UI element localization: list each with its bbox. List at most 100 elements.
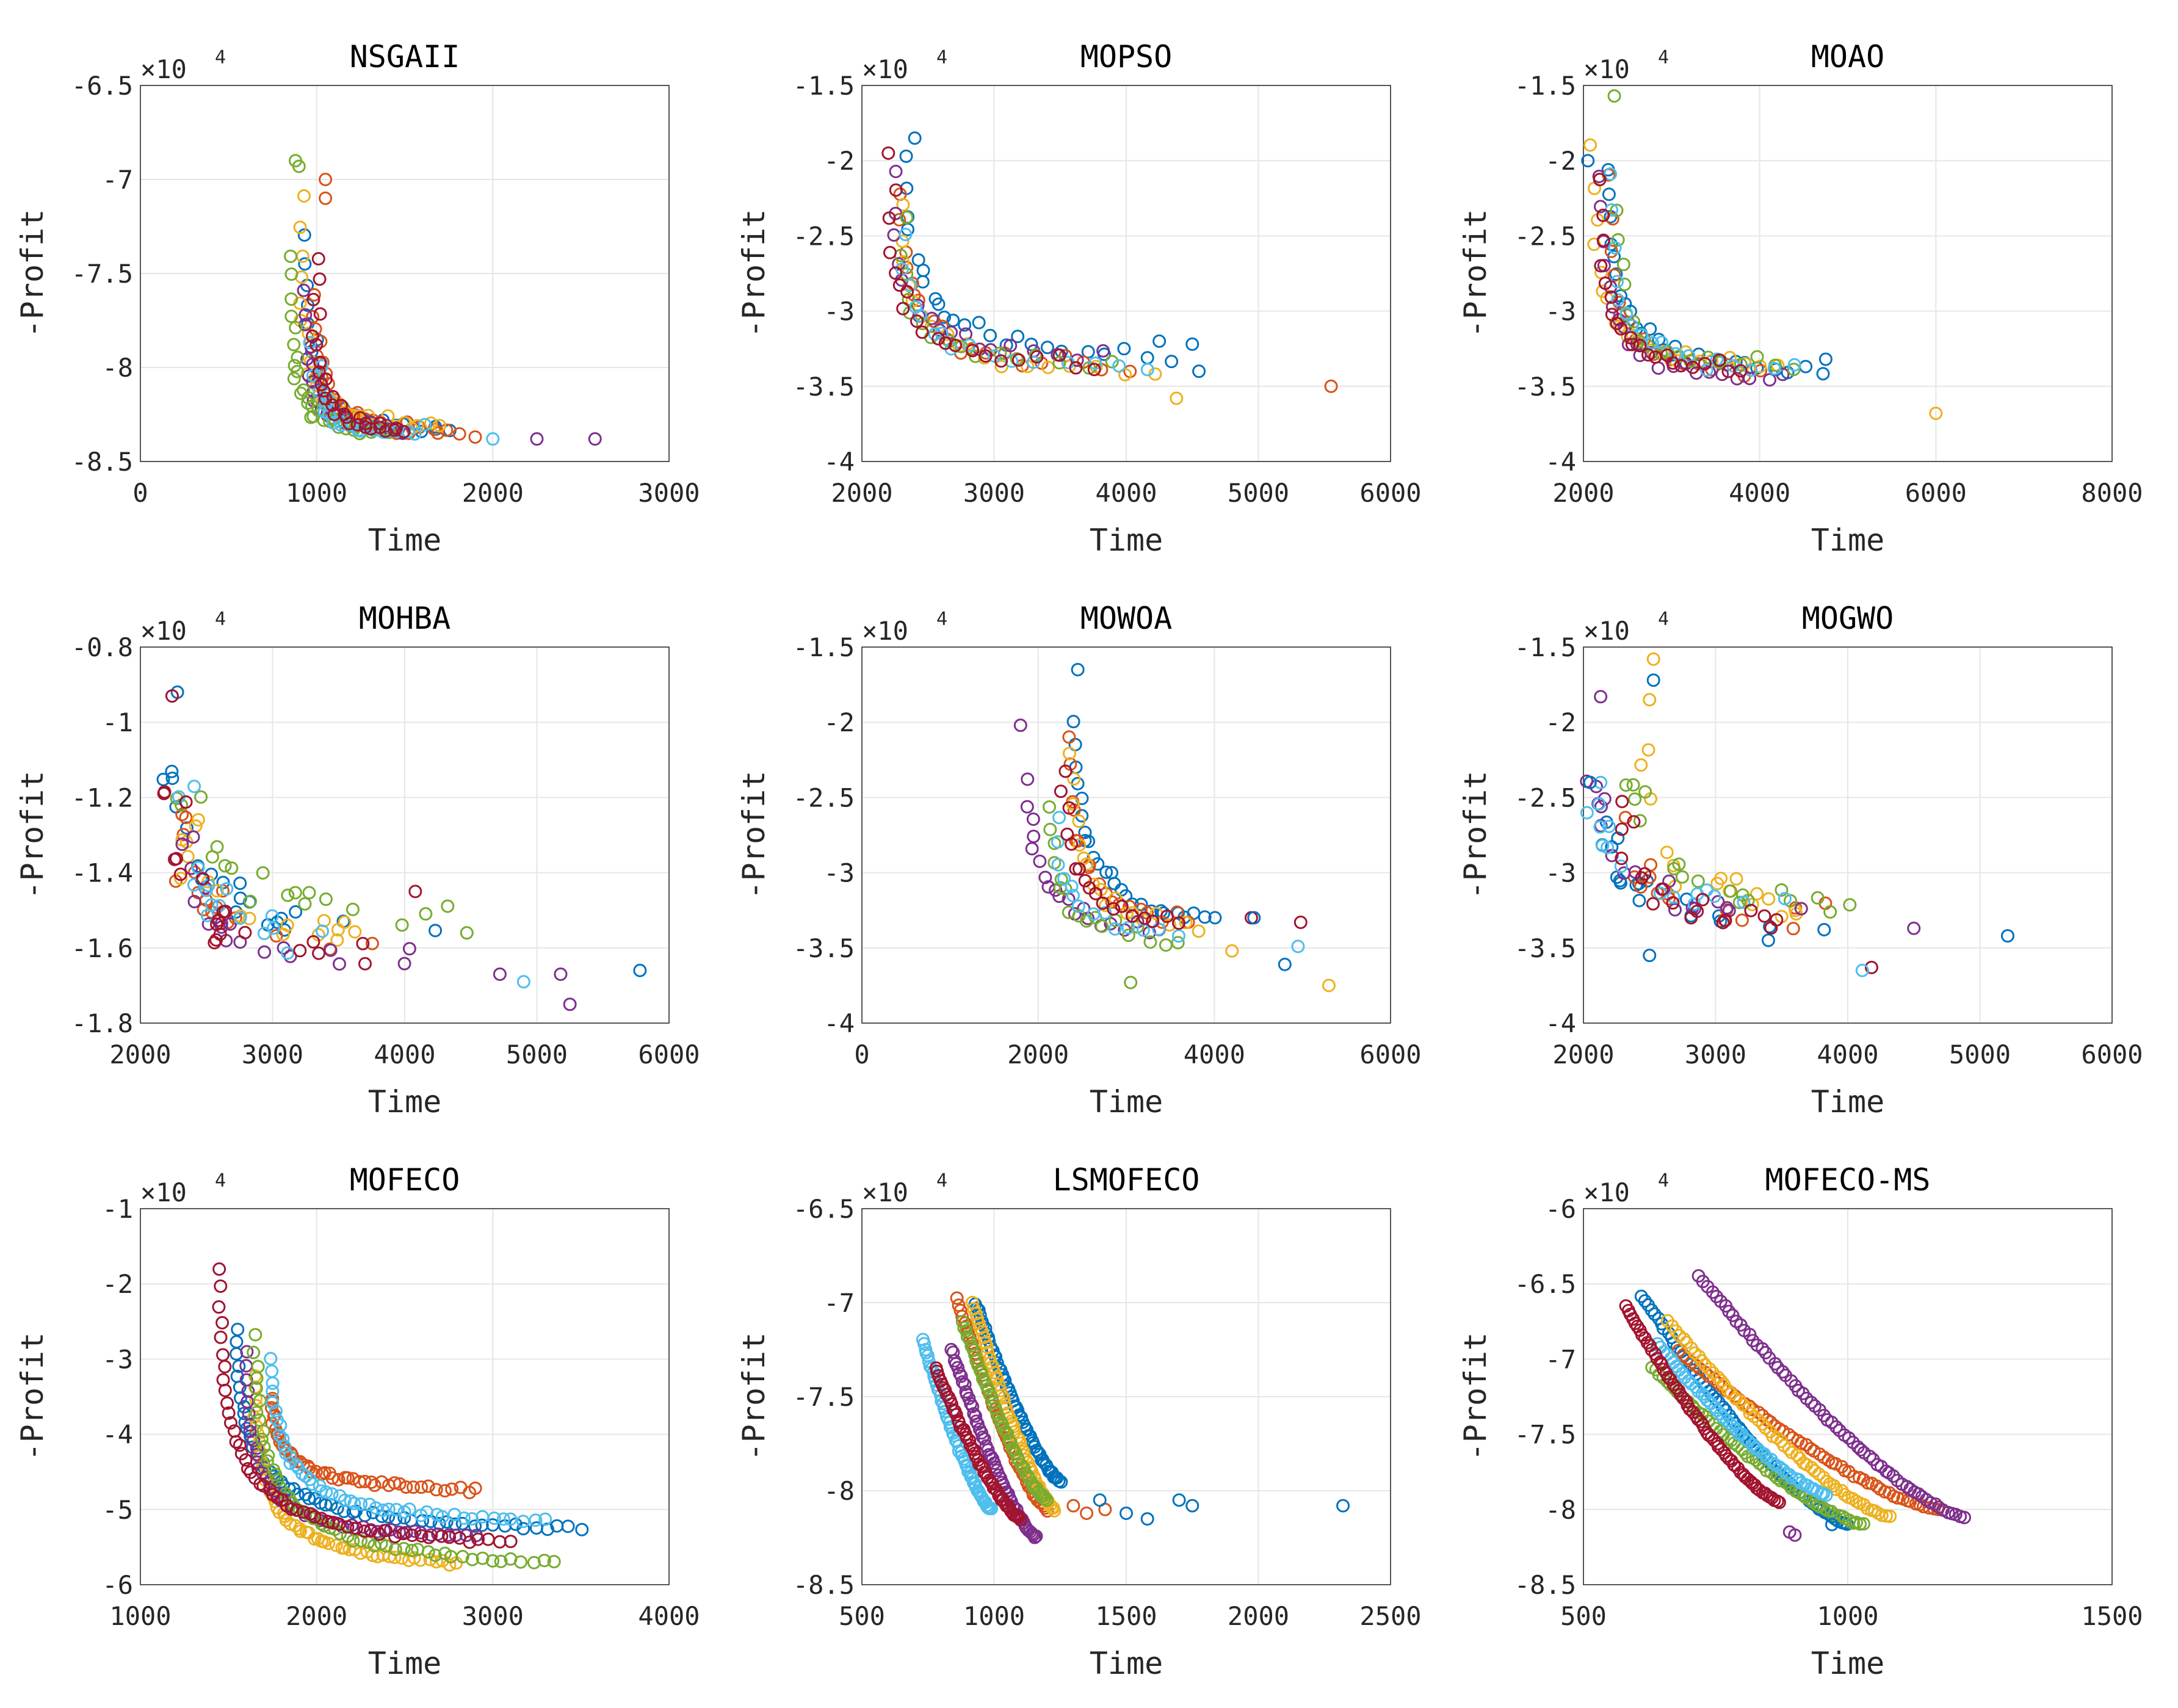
series-markers [212, 1262, 589, 1572]
data-point [1172, 916, 1186, 930]
data-point [452, 427, 466, 441]
data-point [1105, 355, 1119, 369]
data-point [1099, 899, 1113, 913]
data-point [379, 1539, 393, 1553]
data-point [1598, 276, 1612, 290]
data-point [395, 918, 409, 932]
data-point [238, 925, 252, 939]
data-point [954, 1369, 968, 1383]
data-point [487, 1511, 501, 1525]
data-point [1185, 1499, 1199, 1513]
data-point [1782, 1525, 1796, 1539]
data-point [889, 183, 903, 197]
data-point [1138, 911, 1152, 925]
data-point [1714, 871, 1728, 885]
data-point [1702, 1362, 1717, 1376]
data-point [1646, 652, 1660, 666]
data-point [306, 329, 320, 343]
x-tick-label: 1000 [1817, 1601, 1878, 1631]
data-point [1124, 975, 1138, 990]
data-point [175, 838, 189, 852]
data-point [174, 871, 188, 885]
x-tick-label: 1000 [286, 478, 347, 508]
data-point [994, 354, 1008, 368]
data-point [298, 257, 312, 271]
x-tick-label: 4000 [1817, 1040, 1878, 1069]
data-point [938, 336, 952, 350]
x-tick-label: 2000 [462, 478, 524, 508]
data-point [1011, 353, 1026, 367]
data-point [297, 189, 311, 203]
y-axis-label: -Profit [15, 1333, 50, 1461]
data-point [1604, 167, 1618, 181]
data-point [468, 1519, 482, 1533]
data-point [1698, 356, 1712, 371]
data-point [284, 1502, 298, 1516]
data-point [233, 1391, 247, 1405]
data-point [516, 1522, 530, 1536]
data-point [1594, 775, 1608, 789]
panel-moao: 2000 4000 6000 8000 -4 -3.5 -3 -2.5 -2 -1.5×10 4 MO… [1458, 39, 2143, 558]
data-point [283, 1449, 297, 1463]
data-point [327, 416, 341, 430]
data-point [1787, 358, 1801, 372]
data-point [256, 1479, 270, 1493]
data-point [948, 338, 962, 352]
x-tick-label: 2000 [286, 1601, 347, 1631]
data-point [1782, 1428, 1796, 1442]
data-point [1737, 1467, 1751, 1482]
data-point [443, 1558, 457, 1572]
data-point [408, 885, 422, 899]
data-point [218, 1359, 232, 1373]
data-point [1140, 363, 1154, 377]
data-point [1883, 1510, 1897, 1524]
data-point [1718, 913, 1732, 927]
data-point [1855, 963, 1869, 977]
y-tick-label: -1.5 [1514, 632, 1576, 662]
data-point [1096, 896, 1110, 910]
data-point [435, 1529, 449, 1543]
panel-nsgaii: 0 1000 2000 3000 -8.5 -8 -7.5 -7 -6.5×10 4 NSGAII T… [15, 39, 700, 558]
y-tick-label: -8 [823, 1476, 855, 1506]
data-point [358, 957, 372, 971]
data-point [1152, 334, 1167, 348]
data-point [1112, 359, 1126, 373]
data-point [1691, 347, 1706, 361]
data-point [1198, 910, 1212, 924]
y-exponent-label: ×10 [862, 1178, 908, 1207]
data-point [889, 164, 903, 178]
data-point [1148, 367, 1162, 381]
data-point [960, 1431, 974, 1445]
data-point [1737, 896, 1751, 910]
data-point [1025, 842, 1039, 856]
data-point [327, 407, 341, 421]
data-point [240, 1345, 254, 1359]
data-point [961, 337, 975, 351]
data-point [1721, 1383, 1735, 1397]
data-point [1208, 911, 1222, 925]
data-point [180, 821, 194, 835]
y-exponent-power: 4 [215, 47, 226, 68]
data-point [1072, 862, 1086, 876]
data-point [949, 1408, 963, 1422]
data-point [1115, 899, 1129, 913]
data-point [1087, 363, 1101, 377]
x-tick-label: 6000 [638, 1040, 700, 1069]
data-point [389, 1512, 403, 1526]
data-point [375, 1475, 389, 1489]
data-point [1804, 1395, 1818, 1409]
data-point [1604, 290, 1618, 304]
data-point [443, 1530, 457, 1544]
x-tick-label: 3000 [638, 478, 700, 508]
data-point [1071, 662, 1085, 676]
data-point [233, 911, 247, 925]
y-tick-label: -0.8 [71, 632, 133, 662]
x-tick-label: 2000 [831, 478, 892, 508]
data-point [1698, 1366, 1712, 1380]
data-point [1065, 837, 1079, 851]
data-point [297, 283, 311, 297]
y-tick-label: -7 [823, 1288, 855, 1318]
data-point [2000, 929, 2014, 943]
data-point [1669, 347, 1683, 361]
data-point [1192, 924, 1206, 938]
